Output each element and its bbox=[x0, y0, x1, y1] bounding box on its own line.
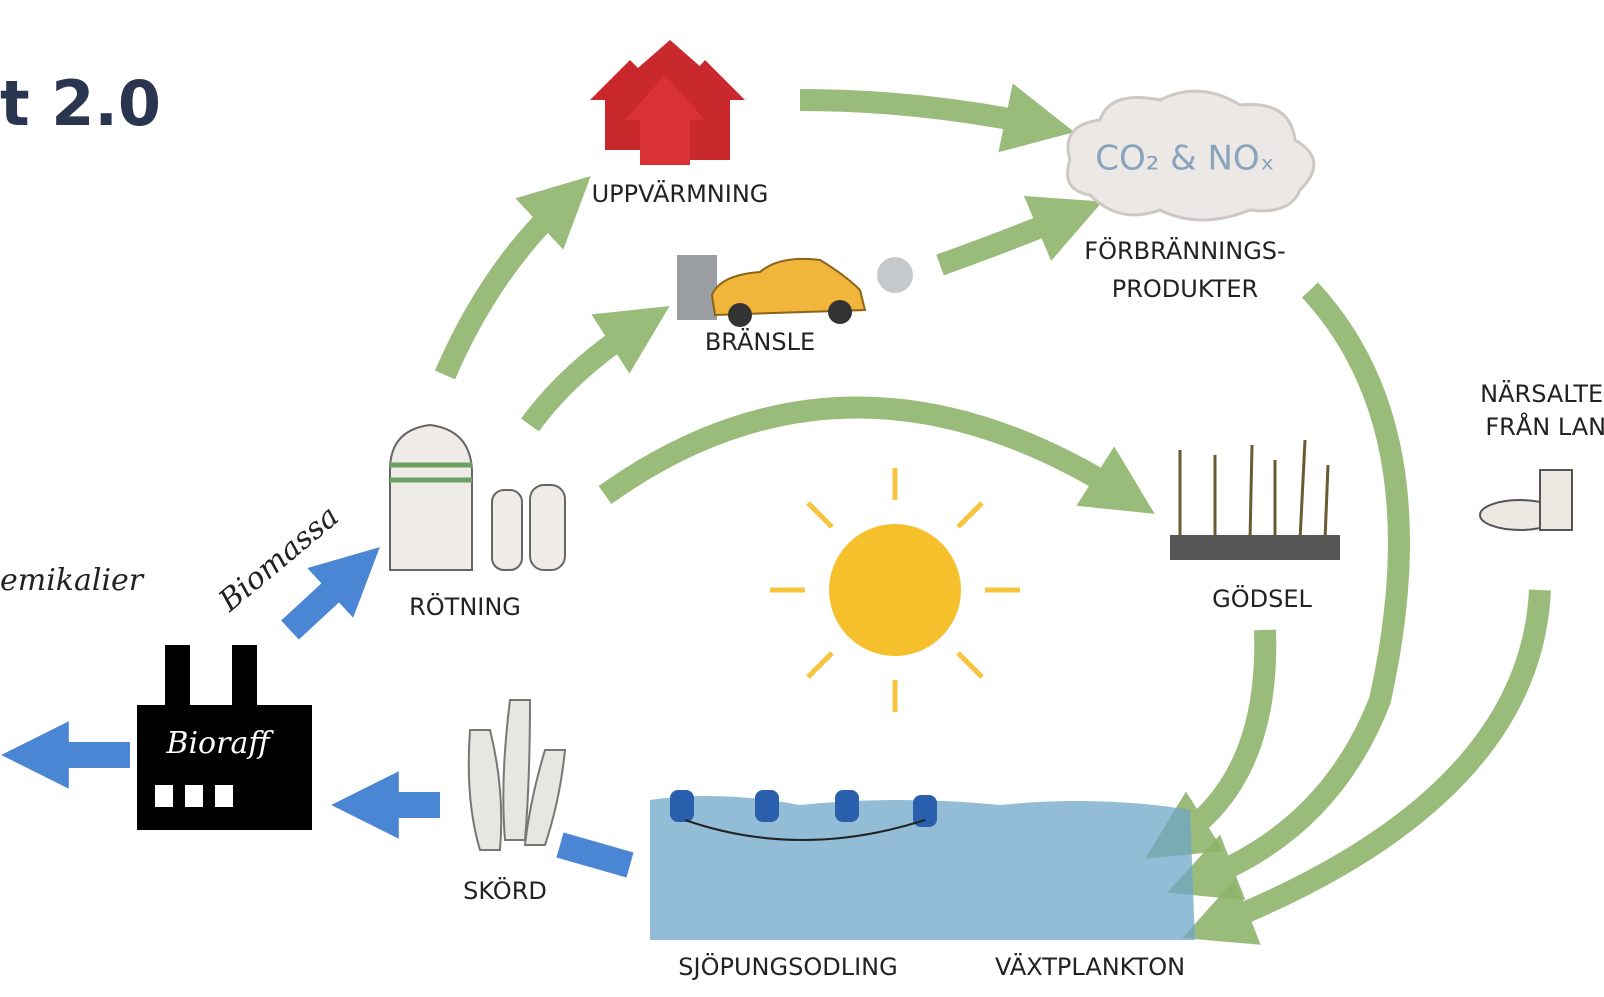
node-label: FRÅN LAND bbox=[1485, 412, 1604, 441]
node-label: VÄXTPLANKTON bbox=[995, 952, 1185, 981]
digester-icon bbox=[390, 425, 565, 570]
node-label: FÖRBRÄNNINGS- bbox=[1084, 236, 1285, 265]
green-arrows bbox=[445, 100, 1540, 925]
node-label: emikalier bbox=[0, 563, 145, 598]
wheat-icon bbox=[1170, 440, 1340, 560]
node-label: SKÖRD bbox=[463, 876, 547, 905]
node-label: RÖTNING bbox=[409, 592, 521, 621]
node-label: GÖDSEL bbox=[1212, 584, 1312, 613]
node-label: BRÄNSLE bbox=[705, 327, 815, 356]
toilet-icon bbox=[1480, 470, 1572, 530]
car-icon bbox=[677, 255, 913, 327]
node-label: SJÖPUNGSODLING bbox=[678, 952, 897, 981]
page-title: t 2.0 bbox=[0, 67, 161, 140]
tunicate-icon bbox=[469, 700, 565, 850]
node-label: Bioraff bbox=[165, 726, 274, 761]
sun-icon bbox=[770, 468, 1020, 712]
diagram: t 2.0 UPPVÄRMNING CO₂ & NOₓ FÖRBRÄNNINGS… bbox=[0, 0, 1604, 997]
node-label: PRODUKTER bbox=[1112, 275, 1258, 303]
sea-icon bbox=[650, 790, 1195, 940]
houses-icon bbox=[590, 40, 745, 165]
node-label: CO₂ & NOₓ bbox=[1095, 139, 1275, 179]
node-label: NÄRSALTER bbox=[1480, 379, 1604, 408]
node-label: UPPVÄRMNING bbox=[592, 179, 769, 208]
